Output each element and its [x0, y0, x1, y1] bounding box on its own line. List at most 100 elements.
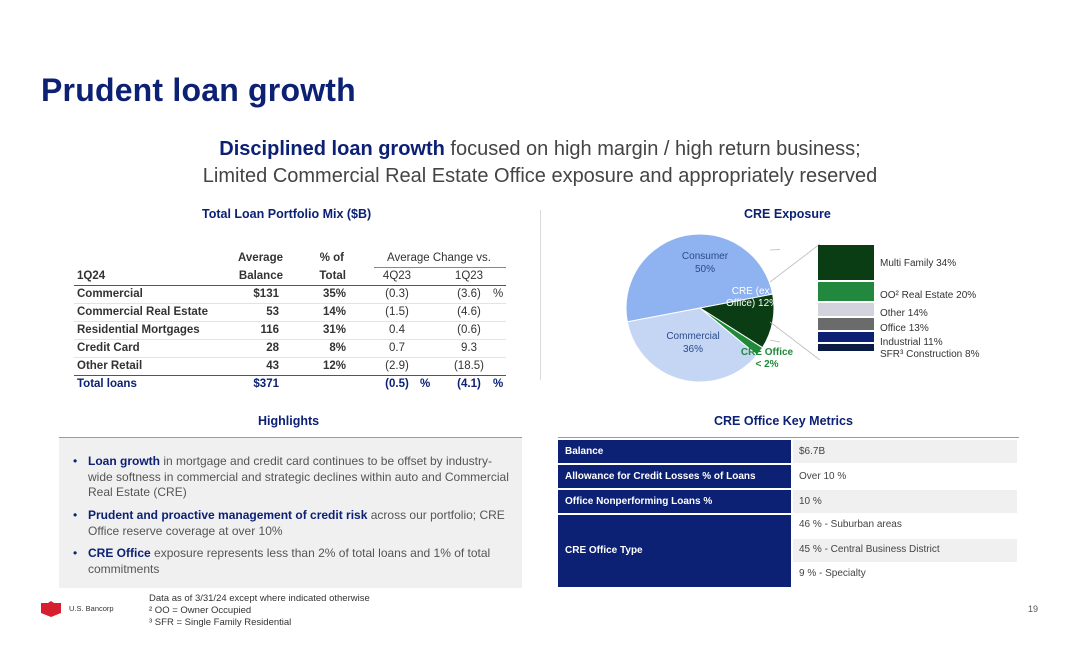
- header-rule: [74, 285, 506, 286]
- header-4q23: 4Q23: [382, 270, 412, 282]
- header-underline: [374, 267, 506, 268]
- row-1q: 9.3: [461, 342, 477, 354]
- metric-label-cell: CRE Office Type: [558, 515, 791, 587]
- metric-value-cell: 46 % - Suburban areas: [793, 515, 1017, 538]
- total-balance: $371: [253, 378, 279, 390]
- row-label: Commercial: [77, 288, 143, 300]
- row-1q: (3.6): [457, 288, 481, 300]
- row-divider: [74, 303, 506, 304]
- row-1q: (4.6): [457, 306, 481, 318]
- metric-label-cell: Office Nonperforming Loans %: [558, 490, 791, 513]
- total-label: Total loans: [77, 378, 137, 390]
- cre-pie-chart: [625, 233, 780, 383]
- pie-callout-line: [769, 339, 780, 343]
- row-divider: [74, 321, 506, 322]
- row-label: Residential Mortgages: [77, 324, 200, 336]
- footer-note-2: ² OO = Owner Occupied: [149, 605, 252, 616]
- loan-table-title: Total Loan Portfolio Mix ($B): [202, 207, 372, 221]
- page-title: Prudent loan growth: [41, 72, 356, 108]
- pie-callout-lines: [770, 243, 820, 361]
- row-4q: (0.3): [385, 288, 409, 300]
- row-label: Credit Card: [77, 342, 140, 354]
- row-pct: 31%: [322, 324, 346, 336]
- cre-breakdown-segment: [818, 344, 874, 351]
- cre-breakdown-label: Multi Family 34%: [880, 258, 957, 269]
- highlight-item: Loan growth in mortgage and credit card …: [88, 454, 509, 499]
- header-balance: Balance: [238, 270, 283, 282]
- highlight-item: CRE Office exposure represents less than…: [88, 546, 491, 576]
- header-pct-of: % of: [319, 252, 344, 264]
- metric-value-cell: $6.7B: [793, 440, 1017, 463]
- header-1q23: 1Q23: [454, 270, 484, 282]
- header-total: Total: [319, 270, 346, 282]
- cre-breakdown-segment: [818, 303, 874, 316]
- row-4q: (2.9): [385, 360, 409, 372]
- bullet-dot: •: [73, 546, 78, 560]
- metrics-title: CRE Office Key Metrics: [714, 414, 853, 428]
- subtitle-line-1: Disciplined loan growth focused on high …: [219, 138, 861, 160]
- metric-label-cell: Allowance for Credit Losses % of Loans: [558, 465, 791, 488]
- footer-note-1: Data as of 3/31/24 except where indicate…: [149, 593, 370, 604]
- bullet-dot: •: [73, 454, 78, 468]
- cre-breakdown-label: Other 14%: [880, 308, 928, 319]
- cre-breakdown-label: SFR³ Construction 8%: [880, 349, 980, 360]
- row-1q: (18.5): [453, 360, 485, 372]
- usbank-shield-logo: [41, 601, 61, 617]
- header-period: 1Q24: [77, 270, 106, 282]
- pie-label-cre-ex-office: CRE (ex. Office) 12%: [725, 286, 779, 309]
- pie-slice-commercial: [626, 307, 758, 383]
- header-average-change: Average Change vs.: [387, 252, 491, 264]
- cre-breakdown-label: Industrial 11%: [880, 337, 943, 348]
- row-pct: 14%: [322, 306, 346, 318]
- row-balance: 43: [266, 360, 279, 372]
- bullet-dot: •: [73, 508, 78, 522]
- page-number: 19: [1027, 604, 1038, 614]
- brand-name: U.S. Bancorp: [69, 604, 114, 613]
- total-4q-pct-sign: %: [420, 378, 431, 390]
- highlights-box: [59, 437, 522, 588]
- cre-exposure-title: CRE Exposure: [744, 207, 831, 221]
- cre-breakdown-label: OO² Real Estate 20%: [880, 290, 977, 301]
- row-pct: 12%: [322, 360, 346, 372]
- cre-breakdown-label: Office 13%: [880, 323, 929, 334]
- row-4q: 0.4: [389, 324, 405, 336]
- total-4q: (0.5): [385, 378, 409, 390]
- footer-note-3: ³ SFR = Single Family Residential: [149, 617, 292, 628]
- pie-slice-consumer: [625, 233, 774, 323]
- row-balance: 28: [266, 342, 279, 354]
- row-balance: 53: [266, 306, 279, 318]
- cre-breakdown-segment: [818, 332, 874, 342]
- total-1q-pct-sign: %: [493, 378, 504, 390]
- cre-breakdown-segment: [818, 245, 874, 280]
- row-label: Commercial Real Estate: [77, 306, 209, 318]
- row-label: Other Retail: [77, 360, 143, 372]
- row-balance: $131: [253, 288, 279, 300]
- row-balance: 116: [260, 324, 279, 336]
- metric-label-cell: Balance: [558, 440, 791, 463]
- highlight-item: Prudent and proactive management of cred…: [88, 508, 505, 538]
- pie-callout-line: [769, 249, 780, 251]
- metric-value-cell: 45 % - Central Business District: [793, 539, 1017, 562]
- row-1q: (0.6): [457, 324, 481, 336]
- subtitle-line-2: Limited Commercial Real Estate Office ex…: [202, 165, 878, 187]
- pie-label-consumer: Consumer 50%: [681, 251, 729, 275]
- metric-value-cell: 9 % - Specialty: [793, 563, 1017, 586]
- total-1q: (4.1): [457, 378, 481, 390]
- cre-breakdown-segment: [818, 318, 874, 330]
- metrics-top-rule: [558, 437, 1019, 438]
- row-pct: 35%: [322, 288, 346, 300]
- header-average: Average: [238, 252, 283, 264]
- cre-breakdown-segment: [818, 282, 874, 301]
- row-divider: [74, 357, 506, 358]
- row-pct: 8%: [329, 342, 346, 354]
- section-divider: [540, 210, 541, 380]
- metric-value-cell: 10 %: [793, 490, 1017, 513]
- pie-label-commercial: Commercial 36%: [666, 331, 720, 355]
- row-4q: 0.7: [389, 342, 405, 354]
- row-4q: (1.5): [385, 306, 409, 318]
- metric-value-cell: Over 10 %: [793, 465, 1017, 488]
- total-rule: [74, 375, 506, 376]
- row-pct-sign: %: [493, 288, 504, 300]
- row-divider: [74, 339, 506, 340]
- pie-label-cre-office: CRE Office < 2%: [740, 347, 794, 370]
